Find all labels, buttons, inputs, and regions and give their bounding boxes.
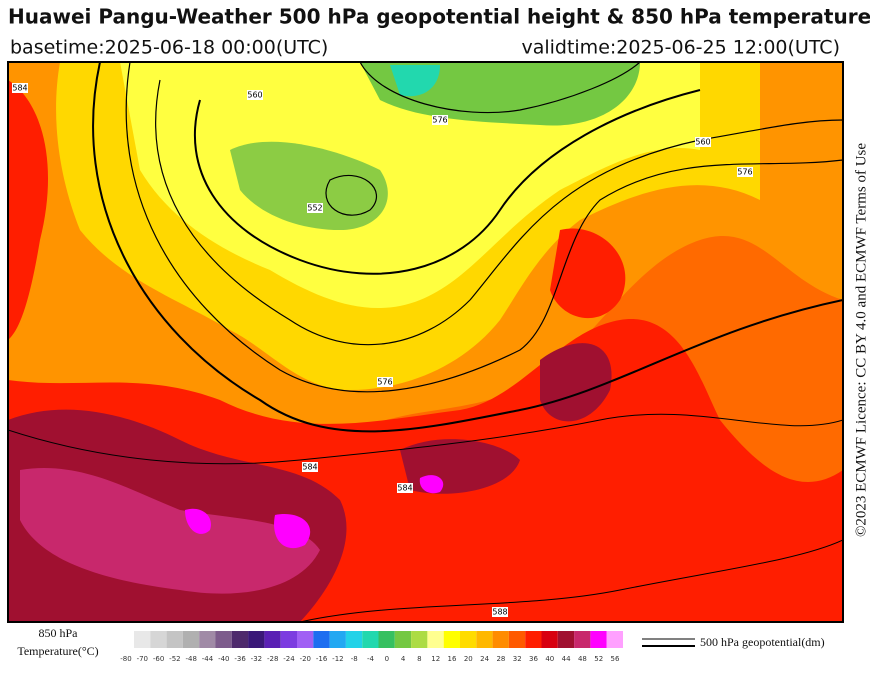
colorbar-tick-label: -70 (137, 655, 148, 663)
colorbar-tick-label: -20 (300, 655, 311, 663)
colorbar-tick-label: -16 (316, 655, 328, 663)
colorbar-swatch (248, 631, 265, 648)
colorbar-tick-label: -28 (267, 655, 278, 663)
colorbar-tick-label: 40 (545, 655, 554, 663)
colorbar-tick-label: 0 (385, 655, 389, 663)
contour-label-bg (307, 203, 323, 213)
colorbar-swatch (508, 631, 526, 648)
colorbar-tick-label: 4 (401, 655, 406, 663)
colorbar-tick-label: 52 (594, 655, 603, 663)
colorbar-tick-label: 56 (611, 655, 620, 663)
colorbar-swatch (427, 631, 444, 648)
contour-label: 588 (492, 608, 507, 617)
colorbar-tick-label: -60 (153, 655, 164, 663)
colorbar-swatch (313, 631, 330, 648)
colorbar-label: Temperature(°C) (17, 644, 98, 658)
colorbar-swatch (134, 631, 151, 648)
colorbar-swatch (329, 631, 346, 648)
colorbar-swatch (606, 631, 623, 648)
contour-label: 584 (397, 484, 412, 493)
contour-label-bg (397, 483, 413, 493)
colorbar-swatch (345, 631, 363, 648)
contour-label: 560 (247, 91, 262, 100)
contour-label: 576 (737, 168, 752, 177)
contour-label: 584 (302, 463, 317, 472)
colorbar-tick-label: -12 (332, 655, 343, 663)
colorbar-swatch (557, 631, 575, 648)
contour-label: 576 (377, 378, 392, 387)
colorbar-tick-label: 16 (448, 655, 457, 663)
colorbar-tick-label: -80 (120, 655, 131, 663)
cold-area (230, 141, 388, 230)
colorbar-swatch (166, 631, 183, 648)
colorbar-tick-label: -32 (251, 655, 262, 663)
colorbar-swatch (150, 631, 167, 648)
title: Huawei Pangu-Weather 500 hPa geopotentia… (8, 5, 870, 29)
contour-label: 576 (432, 116, 447, 125)
very-hot-area (540, 343, 612, 422)
license: ©2023 ECMWF Licence: CC BY 4.0 and ECMWF… (853, 143, 869, 537)
contour-label-bg (377, 377, 393, 387)
colorbar-swatch (411, 631, 428, 648)
colorbar-tick-label: -40 (218, 655, 229, 663)
colorbar-label: 850 hPa (39, 626, 79, 640)
colorbar-swatch (394, 631, 412, 648)
contour-label: 552 (307, 204, 322, 213)
colorbar-swatch (541, 631, 558, 648)
contours (8, 62, 843, 622)
contour-label-bg (247, 90, 263, 100)
contour-legend: 500 hPa geopotential(dm) (700, 635, 825, 649)
colorbar-tick-label: 28 (496, 655, 505, 663)
colorbar-tick-label: 44 (562, 655, 571, 663)
colorbar-tick-label: -52 (169, 655, 180, 663)
colorbar-swatch (574, 631, 591, 648)
colorbar-swatch (215, 631, 232, 648)
colorbar-tick-label: 36 (529, 655, 538, 663)
colorbar-swatch (231, 631, 249, 648)
cold-core (390, 65, 440, 97)
colorbar-swatch (362, 631, 379, 648)
colorbar-swatch (264, 631, 281, 648)
colorbar-tick-label: 12 (431, 655, 440, 663)
contour-label: 560 (695, 138, 710, 147)
colorbar-tick-label: -44 (202, 655, 214, 663)
colorbar-tick-label: 20 (464, 655, 473, 663)
colorbar-tick-label: -48 (185, 655, 196, 663)
map: 584 560 576 552 560 576 584 588 584 576 (8, 62, 843, 622)
colorbar-swatch (492, 631, 509, 648)
colorbar-swatch (476, 631, 493, 648)
colorbar-tick-label: 24 (480, 655, 489, 663)
colorbar-swatch (443, 631, 460, 648)
basetime: basetime:2025-06-18 00:00(UTC) (10, 37, 328, 59)
colorbar-swatch (297, 631, 314, 648)
colorbar-swatch (525, 631, 542, 648)
hot-area (550, 228, 626, 319)
contour-label-bg (12, 83, 28, 93)
colorbar-tick-label: -24 (283, 655, 295, 663)
colorbar-swatch (280, 631, 297, 648)
colorbar-swatch (182, 631, 200, 648)
colorbar-tick-label: -8 (351, 655, 358, 663)
colorbar-swatch (590, 631, 607, 648)
colorbar-tick-label: -36 (234, 655, 246, 663)
map-frame (7, 61, 844, 623)
contour-label-bg (737, 167, 753, 177)
contour-label-bg (492, 607, 508, 617)
colorbar-tick-label: -4 (367, 655, 375, 663)
contour-label-bg (695, 137, 711, 147)
colorbar-tick-label: 48 (578, 655, 587, 663)
contour-label-bg (432, 115, 448, 125)
colorbar-swatch (460, 631, 477, 648)
colorbar-swatch (378, 631, 395, 648)
colorbar: -80 -70 -60 -52 -48 -44 -40 -36 -32 -28 -24 -20 -16-… (120, 631, 623, 663)
validtime: validtime:2025-06-25 12:00(UTC) (521, 37, 840, 59)
colorbar-tick-label: 8 (417, 655, 421, 663)
extreme-area (20, 468, 320, 594)
hot-area (8, 80, 49, 340)
colorbar-swatch (199, 631, 216, 648)
contour-label: 584 (12, 84, 27, 93)
contour-label-bg (302, 462, 318, 472)
colorbar-tick-label: 32 (513, 655, 522, 663)
